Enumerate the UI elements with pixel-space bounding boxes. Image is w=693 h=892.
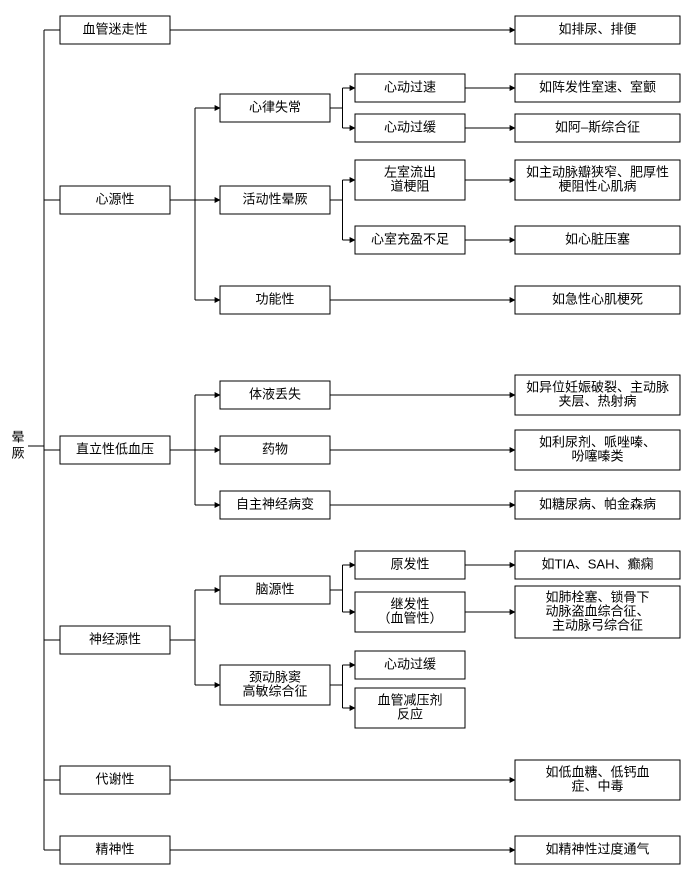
node-n2c: 功能性 bbox=[220, 286, 330, 314]
node-n4b: 颈动脉窦高敏综合征 bbox=[220, 665, 330, 705]
node-n4a: 脑源性 bbox=[220, 576, 330, 604]
svg-text:心动过缓: 心动过缓 bbox=[384, 119, 436, 134]
node-n3c: 自主神经病变 bbox=[220, 491, 330, 519]
svg-text:如心脏压塞: 如心脏压塞 bbox=[565, 231, 630, 246]
node-r11: 如肺栓塞、锁骨下动脉盗血综合征、主动脉弓综合征 bbox=[515, 586, 680, 638]
svg-text:如主动脉瓣狭窄、肥厚性: 如主动脉瓣狭窄、肥厚性 bbox=[526, 164, 669, 179]
node-r4: 如主动脉瓣狭窄、肥厚性梗阻性心肌病 bbox=[515, 160, 680, 200]
node-n5: 代谢性 bbox=[60, 766, 170, 794]
svg-text:如阵发性室速、室颤: 如阵发性室速、室颤 bbox=[539, 79, 656, 94]
svg-text:直立性低血压: 直立性低血压 bbox=[76, 441, 154, 456]
node-n2b1: 左室流出道梗阻 bbox=[355, 160, 465, 200]
node-n2a: 心律失常 bbox=[220, 94, 330, 122]
node-r10: 如TIA、SAH、癫痫 bbox=[515, 551, 680, 579]
node-n2b2: 心室充盈不足 bbox=[355, 226, 465, 254]
node-r6: 如急性心肌梗死 bbox=[515, 286, 680, 314]
node-n2a2: 心动过缓 bbox=[355, 114, 465, 142]
node-r2: 如阵发性室速、室颤 bbox=[515, 74, 680, 102]
svg-text:晕: 晕 bbox=[11, 429, 24, 444]
node-n3a: 体液丢失 bbox=[220, 381, 330, 409]
svg-text:原发性: 原发性 bbox=[390, 556, 429, 571]
node-n3: 直立性低血压 bbox=[60, 436, 170, 464]
node-n4b2: 血管减压剂反应 bbox=[355, 688, 465, 728]
svg-text:体液丢失: 体液丢失 bbox=[249, 386, 301, 401]
node-r9: 如糖尿病、帕金森病 bbox=[515, 491, 680, 519]
node-r13: 如精神性过度通气 bbox=[515, 836, 680, 864]
svg-text:心动过速: 心动过速 bbox=[384, 79, 436, 94]
node-n6: 精神性 bbox=[60, 836, 170, 864]
svg-text:如TIA、SAH、癫痫: 如TIA、SAH、癫痫 bbox=[542, 556, 654, 571]
svg-text:如利尿剂、哌唑嗪、: 如利尿剂、哌唑嗪、 bbox=[539, 434, 656, 449]
svg-text:功能性: 功能性 bbox=[255, 291, 294, 306]
svg-text:道梗阻: 道梗阻 bbox=[390, 178, 429, 193]
svg-text:如阿–斯综合征: 如阿–斯综合征 bbox=[555, 119, 640, 134]
svg-text:如低血糖、低钙血: 如低血糖、低钙血 bbox=[545, 764, 649, 779]
svg-text:心室充盈不足: 心室充盈不足 bbox=[371, 231, 449, 246]
svg-text:如排尿、排便: 如排尿、排便 bbox=[558, 21, 636, 36]
svg-text:颈动脉窦: 颈动脉窦 bbox=[249, 669, 301, 684]
svg-text:如精神性过度通气: 如精神性过度通气 bbox=[545, 841, 649, 856]
svg-text:如糖尿病、帕金森病: 如糖尿病、帕金森病 bbox=[539, 496, 656, 511]
svg-text:代谢性: 代谢性 bbox=[95, 771, 134, 786]
svg-text:血管迷走性: 血管迷走性 bbox=[82, 21, 147, 36]
node-r1: 如排尿、排便 bbox=[515, 16, 680, 44]
svg-text:活动性晕厥: 活动性晕厥 bbox=[242, 191, 307, 206]
svg-text:症、中毒: 症、中毒 bbox=[571, 778, 623, 793]
svg-text:心律失常: 心律失常 bbox=[249, 99, 301, 114]
svg-text:脑源性: 脑源性 bbox=[255, 581, 294, 596]
svg-text:如肺栓塞、锁骨下: 如肺栓塞、锁骨下 bbox=[545, 589, 649, 604]
node-n4: 神经源性 bbox=[60, 626, 170, 654]
syncope-flowchart: 晕厥 血管迷走性心源性直立性低血压神经源性代谢性精神性 心律失常活动性晕厥功能性体液… bbox=[0, 0, 693, 892]
svg-text:梗阻性心肌病: 梗阻性心肌病 bbox=[558, 178, 636, 193]
node-n4a1: 原发性 bbox=[355, 551, 465, 579]
node-n4a2: 继发性（血管性） bbox=[355, 592, 465, 632]
root-label: 晕厥 bbox=[11, 429, 24, 460]
svg-text:如异位妊娠破裂、主动脉: 如异位妊娠破裂、主动脉 bbox=[526, 379, 669, 394]
svg-text:自主神经病变: 自主神经病变 bbox=[236, 496, 314, 511]
node-r5: 如心脏压塞 bbox=[515, 226, 680, 254]
svg-text:心源性: 心源性 bbox=[95, 191, 134, 206]
node-r3: 如阿–斯综合征 bbox=[515, 114, 680, 142]
svg-text:反应: 反应 bbox=[397, 706, 423, 721]
node-n2: 心源性 bbox=[60, 186, 170, 214]
svg-text:主动脉弓综合征: 主动脉弓综合征 bbox=[552, 617, 643, 632]
svg-text:吩噻嗪类: 吩噻嗪类 bbox=[571, 448, 623, 463]
node-r12: 如低血糖、低钙血症、中毒 bbox=[515, 760, 680, 800]
svg-text:继发性: 继发性 bbox=[390, 596, 429, 611]
svg-text:血管减压剂: 血管减压剂 bbox=[377, 692, 442, 707]
node-r8: 如利尿剂、哌唑嗪、吩噻嗪类 bbox=[515, 430, 680, 470]
svg-text:神经源性: 神经源性 bbox=[89, 631, 141, 646]
node-r7: 如异位妊娠破裂、主动脉夹层、热射病 bbox=[515, 375, 680, 415]
node-n2a1: 心动过速 bbox=[355, 74, 465, 102]
svg-text:如急性心肌梗死: 如急性心肌梗死 bbox=[552, 291, 643, 306]
svg-text:药物: 药物 bbox=[262, 441, 288, 456]
svg-text:夹层、热射病: 夹层、热射病 bbox=[558, 393, 636, 408]
node-n2b: 活动性晕厥 bbox=[220, 186, 330, 214]
svg-text:高敏综合征: 高敏综合征 bbox=[242, 683, 307, 698]
svg-text:厥: 厥 bbox=[11, 445, 24, 460]
svg-text:精神性: 精神性 bbox=[95, 841, 134, 856]
node-n1: 血管迷走性 bbox=[60, 16, 170, 44]
node-n4b1: 心动过缓 bbox=[355, 651, 465, 679]
svg-text:（血管性）: （血管性） bbox=[377, 610, 442, 625]
svg-text:左室流出: 左室流出 bbox=[384, 164, 436, 179]
svg-text:心动过缓: 心动过缓 bbox=[384, 656, 436, 671]
node-n3b: 药物 bbox=[220, 436, 330, 464]
svg-text:动脉盗血综合征、: 动脉盗血综合征、 bbox=[545, 603, 649, 618]
